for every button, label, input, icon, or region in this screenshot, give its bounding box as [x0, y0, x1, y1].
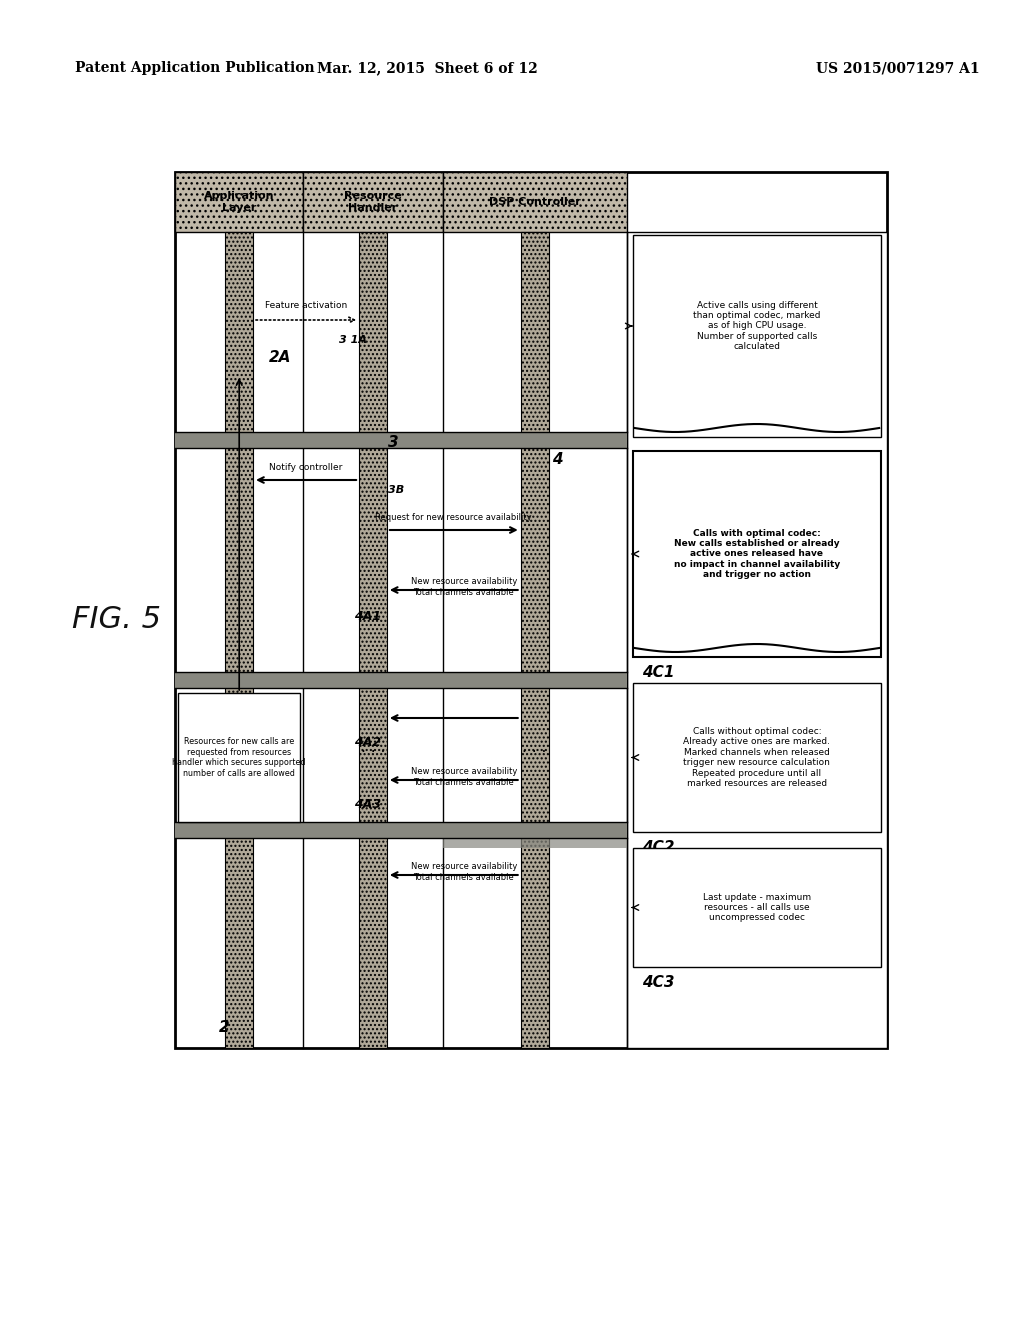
Text: 3B: 3B	[388, 484, 404, 495]
Text: 4C2: 4C2	[641, 840, 674, 855]
Text: Resources for new calls are
requested from resources
handler which secures suppo: Resources for new calls are requested fr…	[172, 738, 306, 777]
Text: 2: 2	[219, 1020, 229, 1035]
Bar	[303, 172, 442, 232]
Text: . . .: . . .	[522, 741, 547, 755]
Text: 3 1A: 3 1A	[339, 335, 367, 345]
Text: 4A2: 4A2	[354, 737, 382, 748]
Text: 4L: 4L	[641, 247, 662, 261]
Text: Active calls using different
than optimal codec, marked
as of high CPU usage.
Nu: Active calls using different than optima…	[693, 301, 820, 351]
Text: Patent Application Publication: Patent Application Publication	[75, 61, 314, 75]
Bar	[175, 172, 303, 232]
Text: 3C: 3C	[244, 700, 266, 715]
Text: Feature activation: Feature activation	[265, 301, 347, 310]
Text: FIG. 5: FIG. 5	[72, 606, 161, 635]
Bar	[225, 232, 253, 1048]
Text: . . .: . . .	[360, 741, 385, 755]
Bar	[175, 822, 627, 838]
Text: US 2015/0071297 A1: US 2015/0071297 A1	[815, 61, 979, 75]
FancyBboxPatch shape	[633, 847, 882, 968]
Text: Calls with optimal codec:
New calls established or already
active ones released : Calls with optimal codec: New calls esta…	[674, 529, 840, 579]
Text: Application
Layer: Application Layer	[204, 191, 274, 213]
Bar	[627, 232, 887, 1048]
Text: 4A3: 4A3	[354, 799, 382, 810]
Text: Mar. 12, 2015  Sheet 6 of 12: Mar. 12, 2015 Sheet 6 of 12	[317, 61, 538, 75]
Text: Request for new resource availability: Request for new resource availability	[376, 513, 532, 521]
Text: DSP Controller: DSP Controller	[488, 197, 581, 207]
Text: Resource
Handler: Resource Handler	[344, 191, 401, 213]
Text: Notify controller: Notify controller	[269, 463, 343, 473]
FancyBboxPatch shape	[178, 693, 300, 822]
Text: New resource availability
Total channels available: New resource availability Total channels…	[411, 577, 517, 597]
Bar	[175, 672, 627, 688]
Text: Last update - maximum
resources - all calls use
uncompressed codec: Last update - maximum resources - all ca…	[702, 892, 811, 923]
Text: 4C3: 4C3	[641, 975, 674, 990]
Bar	[442, 172, 627, 232]
Text: 4A1: 4A1	[354, 610, 382, 623]
Text: 4C1: 4C1	[641, 665, 674, 680]
Bar	[175, 172, 887, 1048]
FancyBboxPatch shape	[633, 235, 882, 437]
Bar	[359, 232, 387, 1048]
Text: Calls without optimal codec:
Already active ones are marked.
Marked channels whe: Calls without optimal codec: Already act…	[683, 727, 830, 788]
FancyBboxPatch shape	[633, 451, 882, 657]
Bar	[520, 232, 549, 1048]
Bar	[442, 832, 627, 847]
Text: New resource availability
Total channels available: New resource availability Total channels…	[411, 767, 517, 787]
Text: 3: 3	[388, 436, 398, 450]
Text: New resource availability
Total channels available: New resource availability Total channels…	[411, 862, 517, 882]
Text: 4: 4	[553, 453, 563, 467]
Bar	[175, 432, 627, 447]
FancyBboxPatch shape	[633, 682, 882, 832]
Text: 2A: 2A	[269, 350, 292, 366]
